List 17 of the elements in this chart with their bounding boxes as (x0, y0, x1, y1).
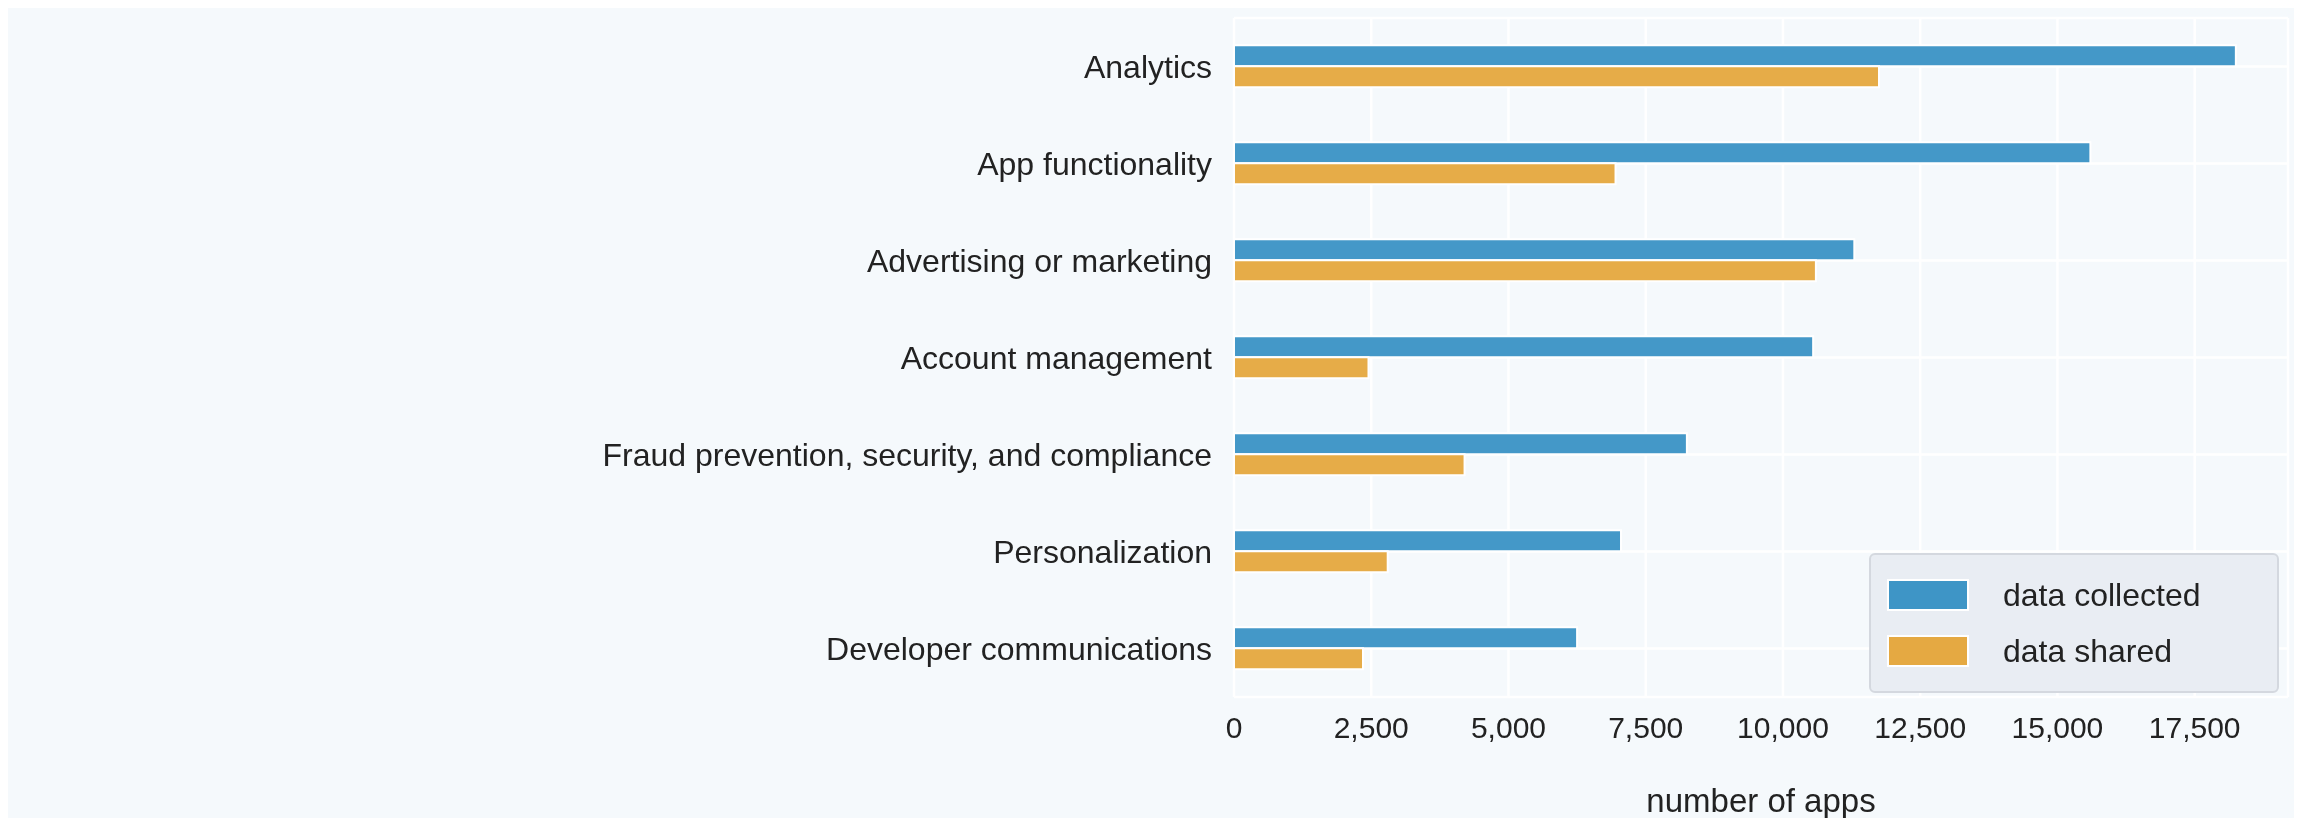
y-tick-label: Analytics (1083, 48, 1212, 85)
x-tick-label: 0 (1225, 711, 1243, 745)
x-tick-label: 10,000 (1737, 711, 1829, 745)
y-tick-label: Advertising or marketing (866, 242, 1212, 279)
y-tick-label: Account management (900, 339, 1213, 376)
x-tick-label: 7,500 (1608, 711, 1684, 745)
y-tick-label: Personalization (993, 533, 1212, 570)
y-tick-label: Fraud prevention, security, and compliance (602, 436, 1212, 473)
x-tick-label: 17,500 (2148, 711, 2241, 745)
x-tick-label: 12,500 (1874, 711, 1967, 745)
y-tick-label: App functionality (977, 145, 1212, 182)
legend-label: data collected (2003, 576, 2201, 614)
x-tick-label: 5,000 (1470, 711, 1547, 745)
y-tick-label: Developer communications (826, 630, 1212, 667)
x-tick-label: 2,500 (1333, 711, 1409, 745)
legend-label: data shared (2003, 632, 2173, 670)
x-tick-label: 15,000 (2011, 711, 2104, 745)
